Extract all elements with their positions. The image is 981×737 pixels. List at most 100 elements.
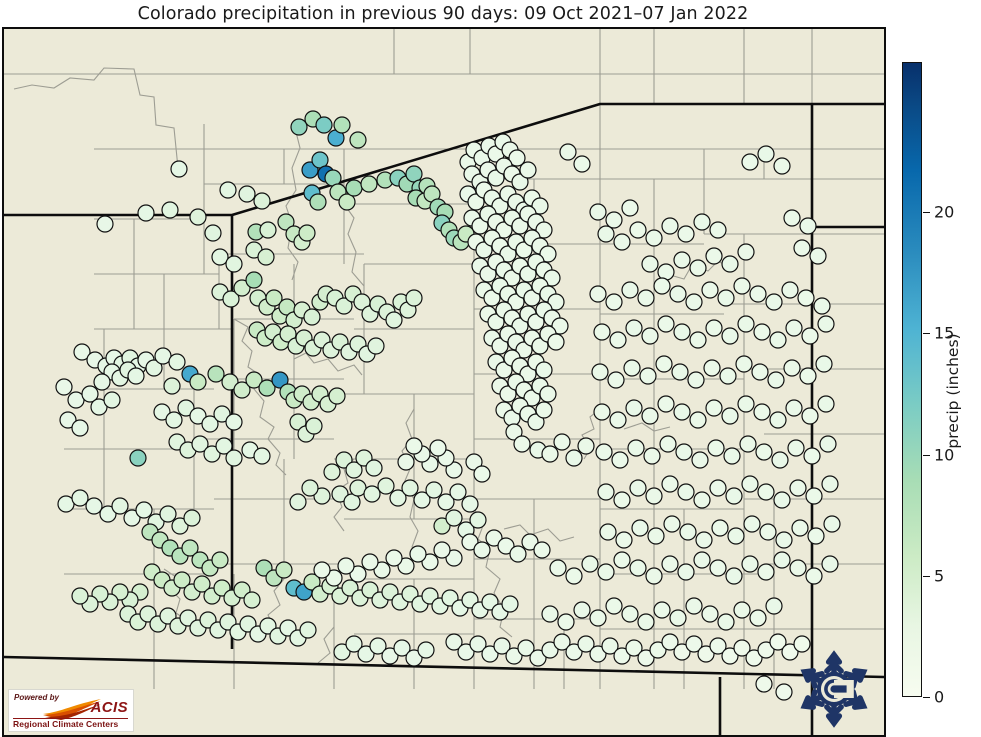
station-marker xyxy=(189,373,207,391)
station-marker xyxy=(211,248,229,266)
station-marker xyxy=(629,559,647,577)
station-marker xyxy=(789,479,807,497)
station-marker xyxy=(637,289,655,307)
station-marker xyxy=(433,541,451,559)
station-marker xyxy=(290,118,308,136)
station-marker xyxy=(709,479,727,497)
station-marker xyxy=(221,373,239,391)
station-marker xyxy=(671,363,689,381)
station-marker xyxy=(781,281,799,299)
station-marker xyxy=(589,609,607,627)
station-marker xyxy=(711,519,729,537)
station-marker xyxy=(783,209,801,227)
station-marker xyxy=(817,315,835,333)
station-marker xyxy=(338,193,356,211)
station-marker xyxy=(523,289,541,307)
station-marker xyxy=(659,435,677,453)
acis-swoosh-icon xyxy=(43,699,101,720)
station-marker xyxy=(753,323,771,341)
station-marker xyxy=(591,363,609,381)
station-marker xyxy=(289,493,307,511)
station-marker xyxy=(59,411,77,429)
station-marker xyxy=(99,505,117,523)
station-marker xyxy=(697,645,715,663)
station-marker xyxy=(135,501,153,519)
station-marker xyxy=(529,649,547,667)
station-marker xyxy=(677,563,695,581)
station-marker xyxy=(385,311,403,329)
station-marker xyxy=(429,439,447,457)
station-marker xyxy=(313,561,331,579)
station-marker xyxy=(445,633,463,651)
station-marker xyxy=(469,511,487,529)
station-marker xyxy=(689,259,707,277)
station-marker xyxy=(653,277,671,295)
colorbar-tick-mark xyxy=(923,212,930,214)
station-marker xyxy=(573,155,591,173)
station-marker xyxy=(445,549,463,567)
station-marker xyxy=(505,647,523,665)
station-marker xyxy=(609,331,627,349)
station-marker xyxy=(673,251,691,269)
station-marker xyxy=(735,355,753,373)
station-marker xyxy=(621,605,639,623)
station-marker xyxy=(493,637,511,655)
station-marker xyxy=(709,559,727,577)
station-marker xyxy=(204,224,222,242)
station-marker xyxy=(503,269,521,287)
station-marker xyxy=(577,635,595,653)
station-marker xyxy=(505,423,523,441)
station-marker xyxy=(257,248,275,266)
station-marker xyxy=(687,371,705,389)
colorbar-gradient xyxy=(902,62,922,697)
station-marker xyxy=(745,649,763,667)
acis-wordmark: ACIS xyxy=(90,699,128,716)
station-marker xyxy=(553,433,571,451)
station-marker xyxy=(55,378,73,396)
station-marker xyxy=(741,475,759,493)
station-marker xyxy=(405,649,423,667)
station-marker xyxy=(491,197,509,215)
station-marker xyxy=(721,255,739,273)
station-marker xyxy=(653,601,671,619)
station-marker xyxy=(519,365,537,383)
station-marker xyxy=(173,571,191,589)
station-marker xyxy=(701,281,719,299)
station-marker xyxy=(805,487,823,505)
station-marker xyxy=(737,243,755,261)
colorbar: 0 5 10 15 20 precip (inches) xyxy=(900,60,981,707)
acis-logo: Powered by ACIS Regional Climate Centers xyxy=(8,689,134,732)
station-marker xyxy=(623,359,641,377)
station-marker xyxy=(799,217,817,235)
station-marker xyxy=(773,491,791,509)
station-marker xyxy=(219,181,237,199)
station-marker xyxy=(222,290,240,308)
station-marker xyxy=(783,359,801,377)
station-marker xyxy=(819,435,837,453)
station-marker xyxy=(521,533,539,551)
station-marker xyxy=(757,641,775,659)
station-marker xyxy=(815,355,833,373)
station-marker xyxy=(225,255,243,273)
station-marker xyxy=(641,407,659,425)
station-marker xyxy=(541,445,559,463)
station-marker xyxy=(559,143,577,161)
station-marker xyxy=(445,461,463,479)
station-marker xyxy=(691,451,709,469)
station-marker xyxy=(799,367,817,385)
station-marker xyxy=(597,225,615,243)
station-marker xyxy=(363,485,381,503)
station-marker xyxy=(593,403,611,421)
station-marker xyxy=(645,567,663,585)
station-marker xyxy=(741,153,759,171)
colorbar-tick-mark xyxy=(923,697,930,698)
station-marker xyxy=(203,445,221,463)
station-marker xyxy=(621,199,639,217)
station-marker xyxy=(589,203,607,221)
station-marker xyxy=(535,361,553,379)
station-marker xyxy=(721,647,739,665)
station-marker xyxy=(705,247,723,265)
station-marker xyxy=(625,639,643,657)
station-marker xyxy=(357,645,375,663)
station-marker xyxy=(473,465,491,483)
